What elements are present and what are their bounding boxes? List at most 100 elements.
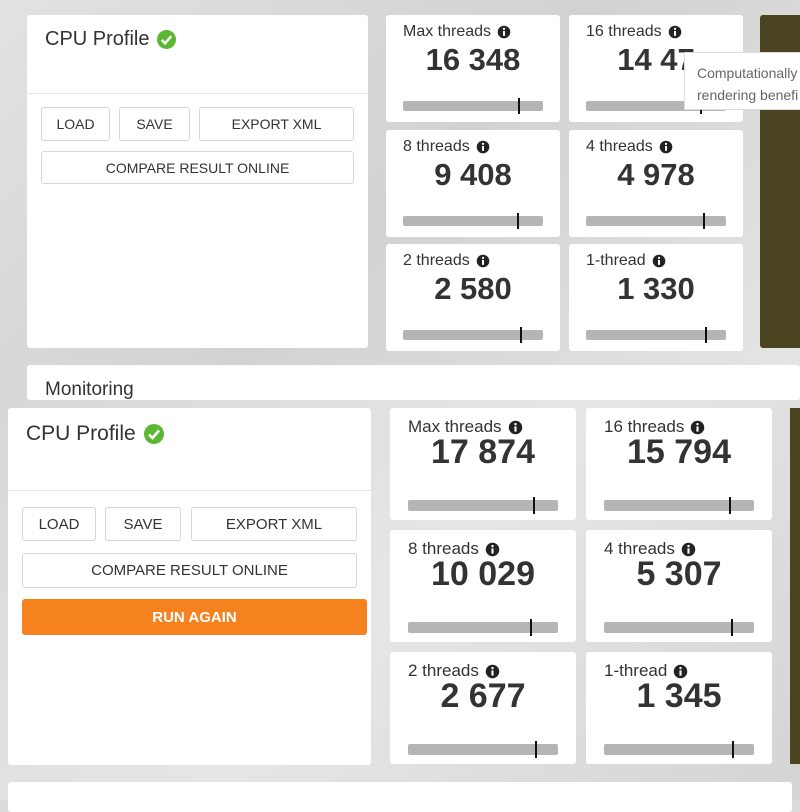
score-label-row: 2 threads <box>403 252 490 270</box>
score-value: 16 348 <box>425 41 521 77</box>
action-button[interactable]: SAVE <box>105 507 181 541</box>
verified-icon <box>157 30 177 49</box>
score-label: 16 threads <box>586 23 662 40</box>
progress-marker <box>530 619 532 636</box>
score-label-row: 1-thread <box>586 252 666 270</box>
score-card: Max threads 16 348 <box>386 15 560 122</box>
score-card: 16 threads 15 794 <box>586 408 772 520</box>
progress-bar <box>403 213 543 229</box>
profile-panel: CPU Profile LOAD SAVE EXPORT XML COMPARE RES… <box>8 408 371 765</box>
info-icon[interactable] <box>485 542 500 557</box>
progress-marker <box>732 741 734 758</box>
score-label: 1-thread <box>586 252 646 269</box>
score-label-row: 4 threads <box>604 539 696 559</box>
info-icon[interactable] <box>681 542 696 557</box>
score-card: Max threads 17 874 <box>390 408 576 520</box>
score-card: 8 threads 10 029 <box>390 530 576 642</box>
info-icon[interactable] <box>497 25 511 39</box>
score-label: 4 threads <box>604 539 675 558</box>
progress-bar <box>586 213 726 229</box>
score-value: 9 408 <box>434 156 512 192</box>
info-icon[interactable] <box>476 140 490 154</box>
score-label-row: 16 threads <box>586 23 682 41</box>
score-label-row: Max threads <box>403 23 511 41</box>
progress-bar <box>408 619 558 636</box>
score-value: 4 978 <box>617 156 695 192</box>
progress-marker <box>519 327 522 343</box>
progress-marker <box>516 213 519 229</box>
progress-bar <box>403 327 543 343</box>
score-label: 2 threads <box>403 252 470 269</box>
score-label: Max threads <box>408 417 502 436</box>
score-label-row: 1-thread <box>604 661 688 681</box>
score-value: 15 794 <box>627 433 731 471</box>
score-value: 1 330 <box>617 270 695 306</box>
progress-bar <box>408 741 558 758</box>
score-card: 2 threads 2 580 <box>386 244 560 351</box>
profile-title: CPU Profile <box>45 28 150 50</box>
action-button[interactable]: EXPORT XML <box>191 507 357 541</box>
score-label: 4 threads <box>586 138 653 155</box>
score-label: 16 threads <box>604 417 685 436</box>
info-icon[interactable] <box>690 420 705 435</box>
score-value: 2 677 <box>440 677 526 715</box>
score-value: 10 029 <box>431 555 535 593</box>
info-icon[interactable] <box>485 664 500 679</box>
run-again-button[interactable]: RUN AGAIN <box>22 599 367 635</box>
score-card: 1-thread 1 345 <box>586 652 772 764</box>
next-panel <box>8 782 792 812</box>
action-button[interactable]: COMPARE RESULT ONLINE <box>22 553 357 588</box>
score-label: 8 threads <box>403 138 470 155</box>
score-label-row: Max threads <box>408 417 523 437</box>
score-label: 2 threads <box>408 661 479 680</box>
action-button[interactable]: LOAD <box>41 107 110 141</box>
action-button[interactable]: EXPORT XML <box>199 107 354 141</box>
progress-bar <box>586 327 726 343</box>
info-icon[interactable] <box>668 25 682 39</box>
progress-marker <box>702 213 705 229</box>
progress-bar <box>408 497 558 514</box>
progress-marker <box>729 497 731 514</box>
score-label-row: 16 threads <box>604 417 705 437</box>
score-label-row: 4 threads <box>586 138 673 156</box>
info-icon[interactable] <box>476 254 490 268</box>
score-card: 4 threads 5 307 <box>586 530 772 642</box>
score-label-row: 2 threads <box>408 661 500 681</box>
tooltip-line: Computationally <box>697 65 798 81</box>
profile-title-row: CPU Profile <box>26 422 164 446</box>
score-label: 8 threads <box>408 539 479 558</box>
verified-icon <box>143 424 164 444</box>
progress-bar <box>604 619 754 636</box>
score-card: 1-thread 1 330 <box>569 244 743 351</box>
score-card: 2 threads 2 677 <box>390 652 576 764</box>
profile-panel: CPU Profile LOAD SAVE EXPORT XML COMPARE RES… <box>27 15 368 348</box>
divider <box>27 93 368 94</box>
side-image <box>790 408 800 764</box>
tooltip: Computationally rendering benefi <box>684 52 800 110</box>
info-icon[interactable] <box>659 140 673 154</box>
action-button[interactable]: SAVE <box>119 107 190 141</box>
section-heading: Monitoring <box>45 379 134 400</box>
score-label-row: 8 threads <box>403 138 490 156</box>
progress-bar <box>403 98 543 114</box>
progress-marker <box>518 98 521 114</box>
score-value: 17 874 <box>431 433 535 471</box>
progress-marker <box>730 619 733 636</box>
profile-title: CPU Profile <box>26 422 136 445</box>
monitoring-panel: Monitoring <box>27 365 800 400</box>
progress-marker <box>534 741 537 758</box>
progress-bar <box>604 741 754 758</box>
info-icon[interactable] <box>508 420 523 435</box>
progress-marker <box>705 327 708 343</box>
action-button[interactable]: COMPARE RESULT ONLINE <box>41 151 354 184</box>
tooltip-line: rendering benefi <box>697 87 799 103</box>
info-icon[interactable] <box>673 664 688 679</box>
score-value: 1 345 <box>636 677 722 715</box>
progress-marker <box>533 497 535 514</box>
score-label: 1-thread <box>604 661 668 680</box>
profile-title-row: CPU Profile <box>45 28 177 51</box>
info-icon[interactable] <box>652 254 666 268</box>
score-value: 2 580 <box>434 270 512 306</box>
action-button[interactable]: LOAD <box>22 507 96 541</box>
